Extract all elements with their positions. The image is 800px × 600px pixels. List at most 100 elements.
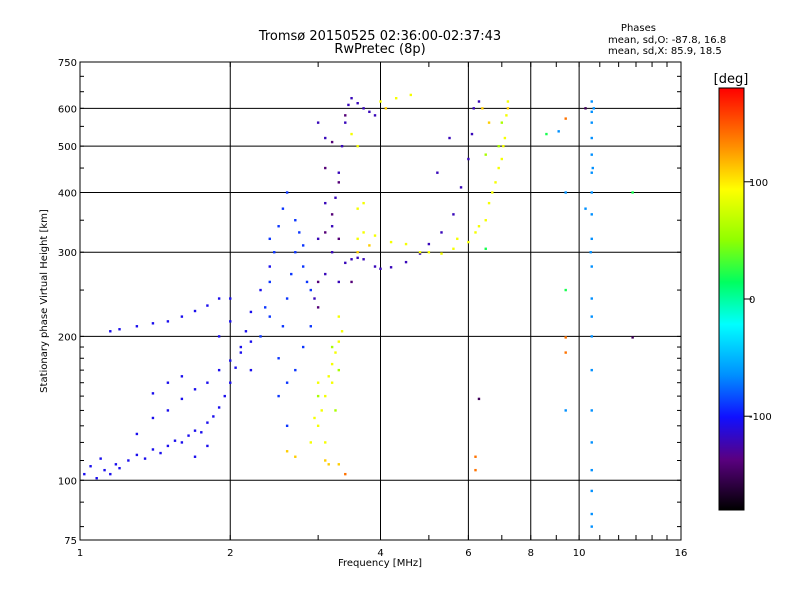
echo-point <box>506 107 510 110</box>
echo-point <box>234 366 237 369</box>
echo-point <box>180 397 184 401</box>
echo-point <box>373 114 377 117</box>
x-tick-label: 10 <box>573 548 586 559</box>
echo-point <box>277 225 280 228</box>
y-tick-label: 500 <box>58 142 77 153</box>
echo-point <box>404 242 408 246</box>
echo-point <box>467 157 470 161</box>
echo-point <box>324 136 327 140</box>
echo-point <box>340 144 344 148</box>
echo-point <box>294 219 297 222</box>
echo-point <box>362 201 365 205</box>
echo-point <box>298 231 301 234</box>
echo-point <box>590 110 593 114</box>
echo-point <box>330 225 334 228</box>
colorbar-tick-label: 100 <box>749 178 768 189</box>
echo-point <box>379 267 382 270</box>
echo-point <box>334 409 337 412</box>
chart-title: Tromsø 20150525 02:36:00-02:37:43 <box>258 29 501 44</box>
echo-point <box>309 325 312 328</box>
colorbar-ticks: 100 0 -100 <box>744 178 772 423</box>
colorbar <box>718 87 745 511</box>
echo-point <box>268 315 271 318</box>
echo-point <box>484 153 487 156</box>
echo-point <box>268 280 271 284</box>
echo-point <box>362 231 365 234</box>
echo-point <box>337 280 341 284</box>
echo-point <box>206 304 209 307</box>
x-tick-label: 2 <box>227 548 233 559</box>
echo-point <box>590 100 593 103</box>
echo-point <box>590 409 593 412</box>
echo-point <box>590 265 593 268</box>
y-tick-label: 600 <box>58 104 77 115</box>
echo-point <box>324 272 327 276</box>
x-tick-label: 6 <box>465 548 471 559</box>
echo-point <box>474 231 477 234</box>
echo-point <box>427 242 431 246</box>
echo-point <box>356 144 359 148</box>
echo-point <box>313 416 316 420</box>
echo-point <box>590 171 593 174</box>
echo-point <box>564 409 567 412</box>
echo-point <box>470 132 474 136</box>
echo-point <box>223 394 226 398</box>
echo-point <box>206 381 209 384</box>
echo-point <box>427 251 431 254</box>
echo-point <box>557 130 560 133</box>
echo-point <box>166 320 170 323</box>
echo-point <box>505 114 508 117</box>
echo-point <box>344 121 347 124</box>
x-tick-label: 1 <box>77 548 83 559</box>
echo-point <box>313 297 316 300</box>
echo-point <box>118 328 121 331</box>
chart-subtitle: RwPretec (8p) <box>334 42 425 57</box>
y-tick-label: 750 <box>58 58 77 69</box>
echo-point <box>180 375 184 378</box>
echo-point <box>404 260 408 264</box>
echo-point <box>268 265 271 268</box>
echo-point <box>180 315 184 318</box>
echo-point <box>135 453 139 457</box>
echo-point <box>330 362 334 366</box>
echo-point <box>337 181 341 184</box>
echo-point <box>487 201 491 205</box>
echo-point <box>497 166 500 170</box>
echo-point <box>373 265 377 268</box>
echo-point <box>212 415 215 418</box>
x-axis-label: Frequency [MHz] <box>338 558 422 569</box>
echo-point <box>330 140 334 144</box>
echo-point <box>337 463 341 466</box>
echo-point <box>389 266 393 269</box>
y-axis-label: Stationary phase Virtual Height [km] <box>39 209 50 393</box>
echo-point <box>285 450 289 453</box>
echo-point <box>584 107 587 110</box>
echo-point <box>592 107 595 110</box>
echo-point <box>229 320 232 323</box>
x-tick-label: 8 <box>528 548 534 559</box>
echo-point <box>135 432 139 436</box>
echo-point <box>459 186 463 189</box>
echo-point <box>472 107 475 110</box>
echo-point <box>103 468 106 472</box>
echo-point <box>590 335 593 338</box>
echo-point <box>590 525 593 528</box>
echo-point <box>481 107 484 110</box>
echo-point <box>268 237 271 241</box>
echo-point <box>114 463 118 466</box>
echo-point <box>487 121 491 124</box>
echo-point <box>217 335 221 338</box>
echo-point <box>452 247 455 250</box>
grid-lines <box>80 62 681 540</box>
echo-point <box>327 375 330 378</box>
echo-point <box>564 191 567 194</box>
echo-point <box>151 392 155 395</box>
echo-point <box>436 171 439 174</box>
echo-point <box>350 96 353 100</box>
y-tick-label: 400 <box>58 188 77 199</box>
echo-point <box>590 121 593 124</box>
echo-point <box>187 434 190 437</box>
echo-point <box>301 244 305 247</box>
echo-point <box>379 100 382 103</box>
